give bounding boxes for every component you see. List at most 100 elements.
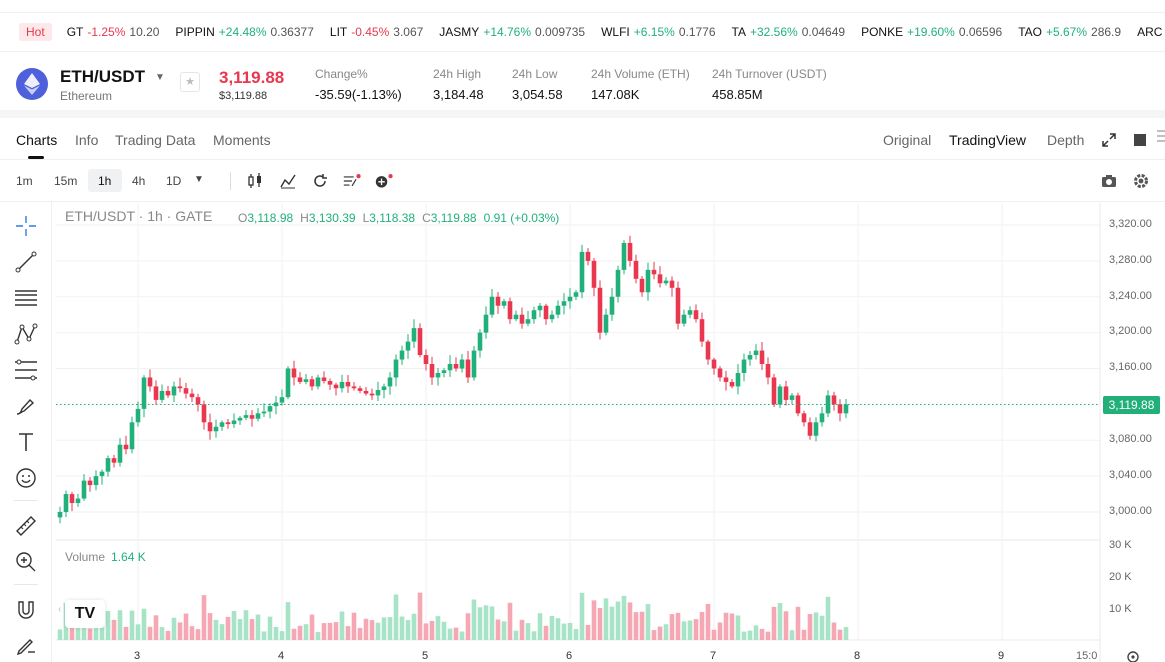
axis-settings-icon[interactable]: [1126, 650, 1140, 662]
volume-bar: [399, 616, 405, 640]
view-original[interactable]: Original: [883, 132, 932, 148]
volume-bar: [495, 619, 501, 640]
candlestick-type-icon[interactable]: [246, 172, 264, 190]
replay-icon[interactable]: [311, 172, 329, 190]
volume-bar: [291, 628, 297, 640]
tab-trading-data[interactable]: Trading Data: [115, 132, 196, 148]
fib-retracement-icon[interactable]: [14, 358, 38, 382]
stat-24h-volume: 24h Volume (ETH) 147.08K: [591, 67, 690, 102]
caret-down-icon[interactable]: ▼: [155, 72, 165, 83]
favorite-star-icon[interactable]: ★: [180, 72, 200, 92]
ticker-item-ta[interactable]: TA +32.56% 0.04649: [732, 25, 846, 39]
crosshair-icon[interactable]: [14, 214, 38, 238]
interval-1d[interactable]: 1D: [166, 174, 182, 188]
volume-bar: [813, 612, 819, 640]
ticker-change: +24.48%: [218, 25, 267, 39]
volume-bar: [807, 614, 813, 640]
stat-label: 24h Low: [512, 67, 558, 81]
hot-badge[interactable]: Hot: [19, 23, 52, 41]
candle-body: [375, 390, 381, 396]
volume-bar: [453, 627, 459, 640]
tab-moments[interactable]: Moments: [213, 132, 271, 148]
ticker-symbol: JASMY: [439, 25, 480, 39]
candle-body: [543, 305, 549, 320]
volume-bar: [243, 610, 249, 640]
ohlc-change: 0.91 (+0.03%): [483, 211, 560, 225]
ticker-price: 3.067: [393, 25, 424, 39]
indicators-icon[interactable]: [279, 172, 297, 190]
emoji-icon[interactable]: [14, 466, 38, 490]
volume-bar: [801, 629, 807, 640]
ticker-item-gt[interactable]: GT -1.25% 10.20: [67, 25, 160, 39]
ticker-price: 286.9: [1091, 25, 1122, 39]
tradingview-logo[interactable]: TV: [65, 600, 105, 628]
candle-body: [225, 422, 231, 425]
candle-body: [201, 404, 207, 423]
pattern-icon[interactable]: [14, 322, 38, 346]
ticker-item-jasmy[interactable]: JASMY +14.76% 0.009735: [439, 25, 585, 39]
x-tick: 3: [134, 650, 141, 662]
candle-body: [429, 364, 435, 378]
pair-name[interactable]: ETH/USDT: [60, 67, 145, 86]
settings-gear-icon[interactable]: [1132, 172, 1150, 190]
volume-bar: [753, 625, 759, 640]
volume-bar: [573, 629, 579, 640]
ticker-symbol: TA: [731, 25, 746, 39]
candle-body: [249, 415, 255, 419]
volume-bar: [195, 629, 201, 640]
volume-bar: [603, 598, 609, 640]
volume-bar: [417, 592, 423, 640]
ticker-item-wlfi[interactable]: WLFI +6.15% 0.1776: [601, 25, 715, 39]
view-tradingview[interactable]: TradingView: [949, 132, 1027, 148]
zoom-in-icon[interactable]: [14, 550, 38, 574]
volume-bar: [621, 595, 627, 640]
candle-body: [387, 377, 393, 387]
stat-change: Change% -35.59(-1.13%): [315, 67, 402, 102]
tab-info[interactable]: Info: [75, 132, 99, 148]
candle-body: [771, 377, 777, 405]
main-tabs: Charts Info Trading Data Moments Origina…: [0, 118, 1165, 160]
candle-body: [117, 444, 123, 463]
volume-bar: [795, 606, 801, 640]
draw-lock-icon[interactable]: [14, 634, 38, 658]
layout-square-icon[interactable]: [1134, 134, 1146, 146]
interval-1h[interactable]: 1h: [98, 174, 112, 188]
templates-icon[interactable]: [343, 172, 361, 190]
ticker-item-pippin[interactable]: PIPPIN +24.48% 0.36377: [175, 25, 313, 39]
candle-body: [87, 480, 93, 486]
interval-dropdown-icon[interactable]: ▼: [194, 174, 204, 185]
magnet-icon[interactable]: [14, 598, 38, 622]
brush-icon[interactable]: [14, 394, 38, 418]
interval-1m[interactable]: 1m: [16, 174, 33, 188]
scroll-left-icon[interactable]: ‹: [58, 604, 62, 615]
candle-body: [243, 415, 249, 418]
ticker-item-ponke[interactable]: PONKE +19.60% 0.06596: [861, 25, 1002, 39]
candle-body: [69, 494, 75, 504]
candle-body: [417, 328, 423, 356]
candle-body: [435, 372, 441, 378]
candle-body: [585, 251, 591, 261]
candle-body: [687, 310, 693, 315]
x-tick: 5: [422, 650, 429, 662]
menu-lines-icon[interactable]: [1157, 130, 1165, 142]
horizontal-lines-icon[interactable]: [14, 286, 38, 310]
ruler-icon[interactable]: [14, 514, 38, 538]
volume-bar: [561, 623, 567, 640]
camera-icon[interactable]: [1100, 172, 1118, 190]
candle-body: [831, 395, 837, 405]
add-indicator-icon[interactable]: [375, 172, 393, 190]
interval-15m[interactable]: 15m: [54, 174, 78, 188]
ticker-item-lit[interactable]: LIT -0.45% 3.067: [330, 25, 423, 39]
ticker-item-arc[interactable]: ARC+: [1137, 25, 1165, 39]
volume-bar: [393, 594, 399, 640]
view-depth[interactable]: Depth: [1047, 132, 1085, 148]
candle-body: [171, 386, 177, 396]
ticker-item-tao[interactable]: TAO +5.67% 286.9: [1018, 25, 1121, 39]
trend-line-icon[interactable]: [14, 250, 38, 274]
interval-4h[interactable]: 4h: [132, 174, 146, 188]
fullscreen-icon[interactable]: [1102, 133, 1116, 147]
tab-charts[interactable]: Charts: [16, 132, 58, 148]
last-price: 3,119.88: [219, 68, 285, 87]
text-tool-icon[interactable]: [14, 430, 38, 454]
